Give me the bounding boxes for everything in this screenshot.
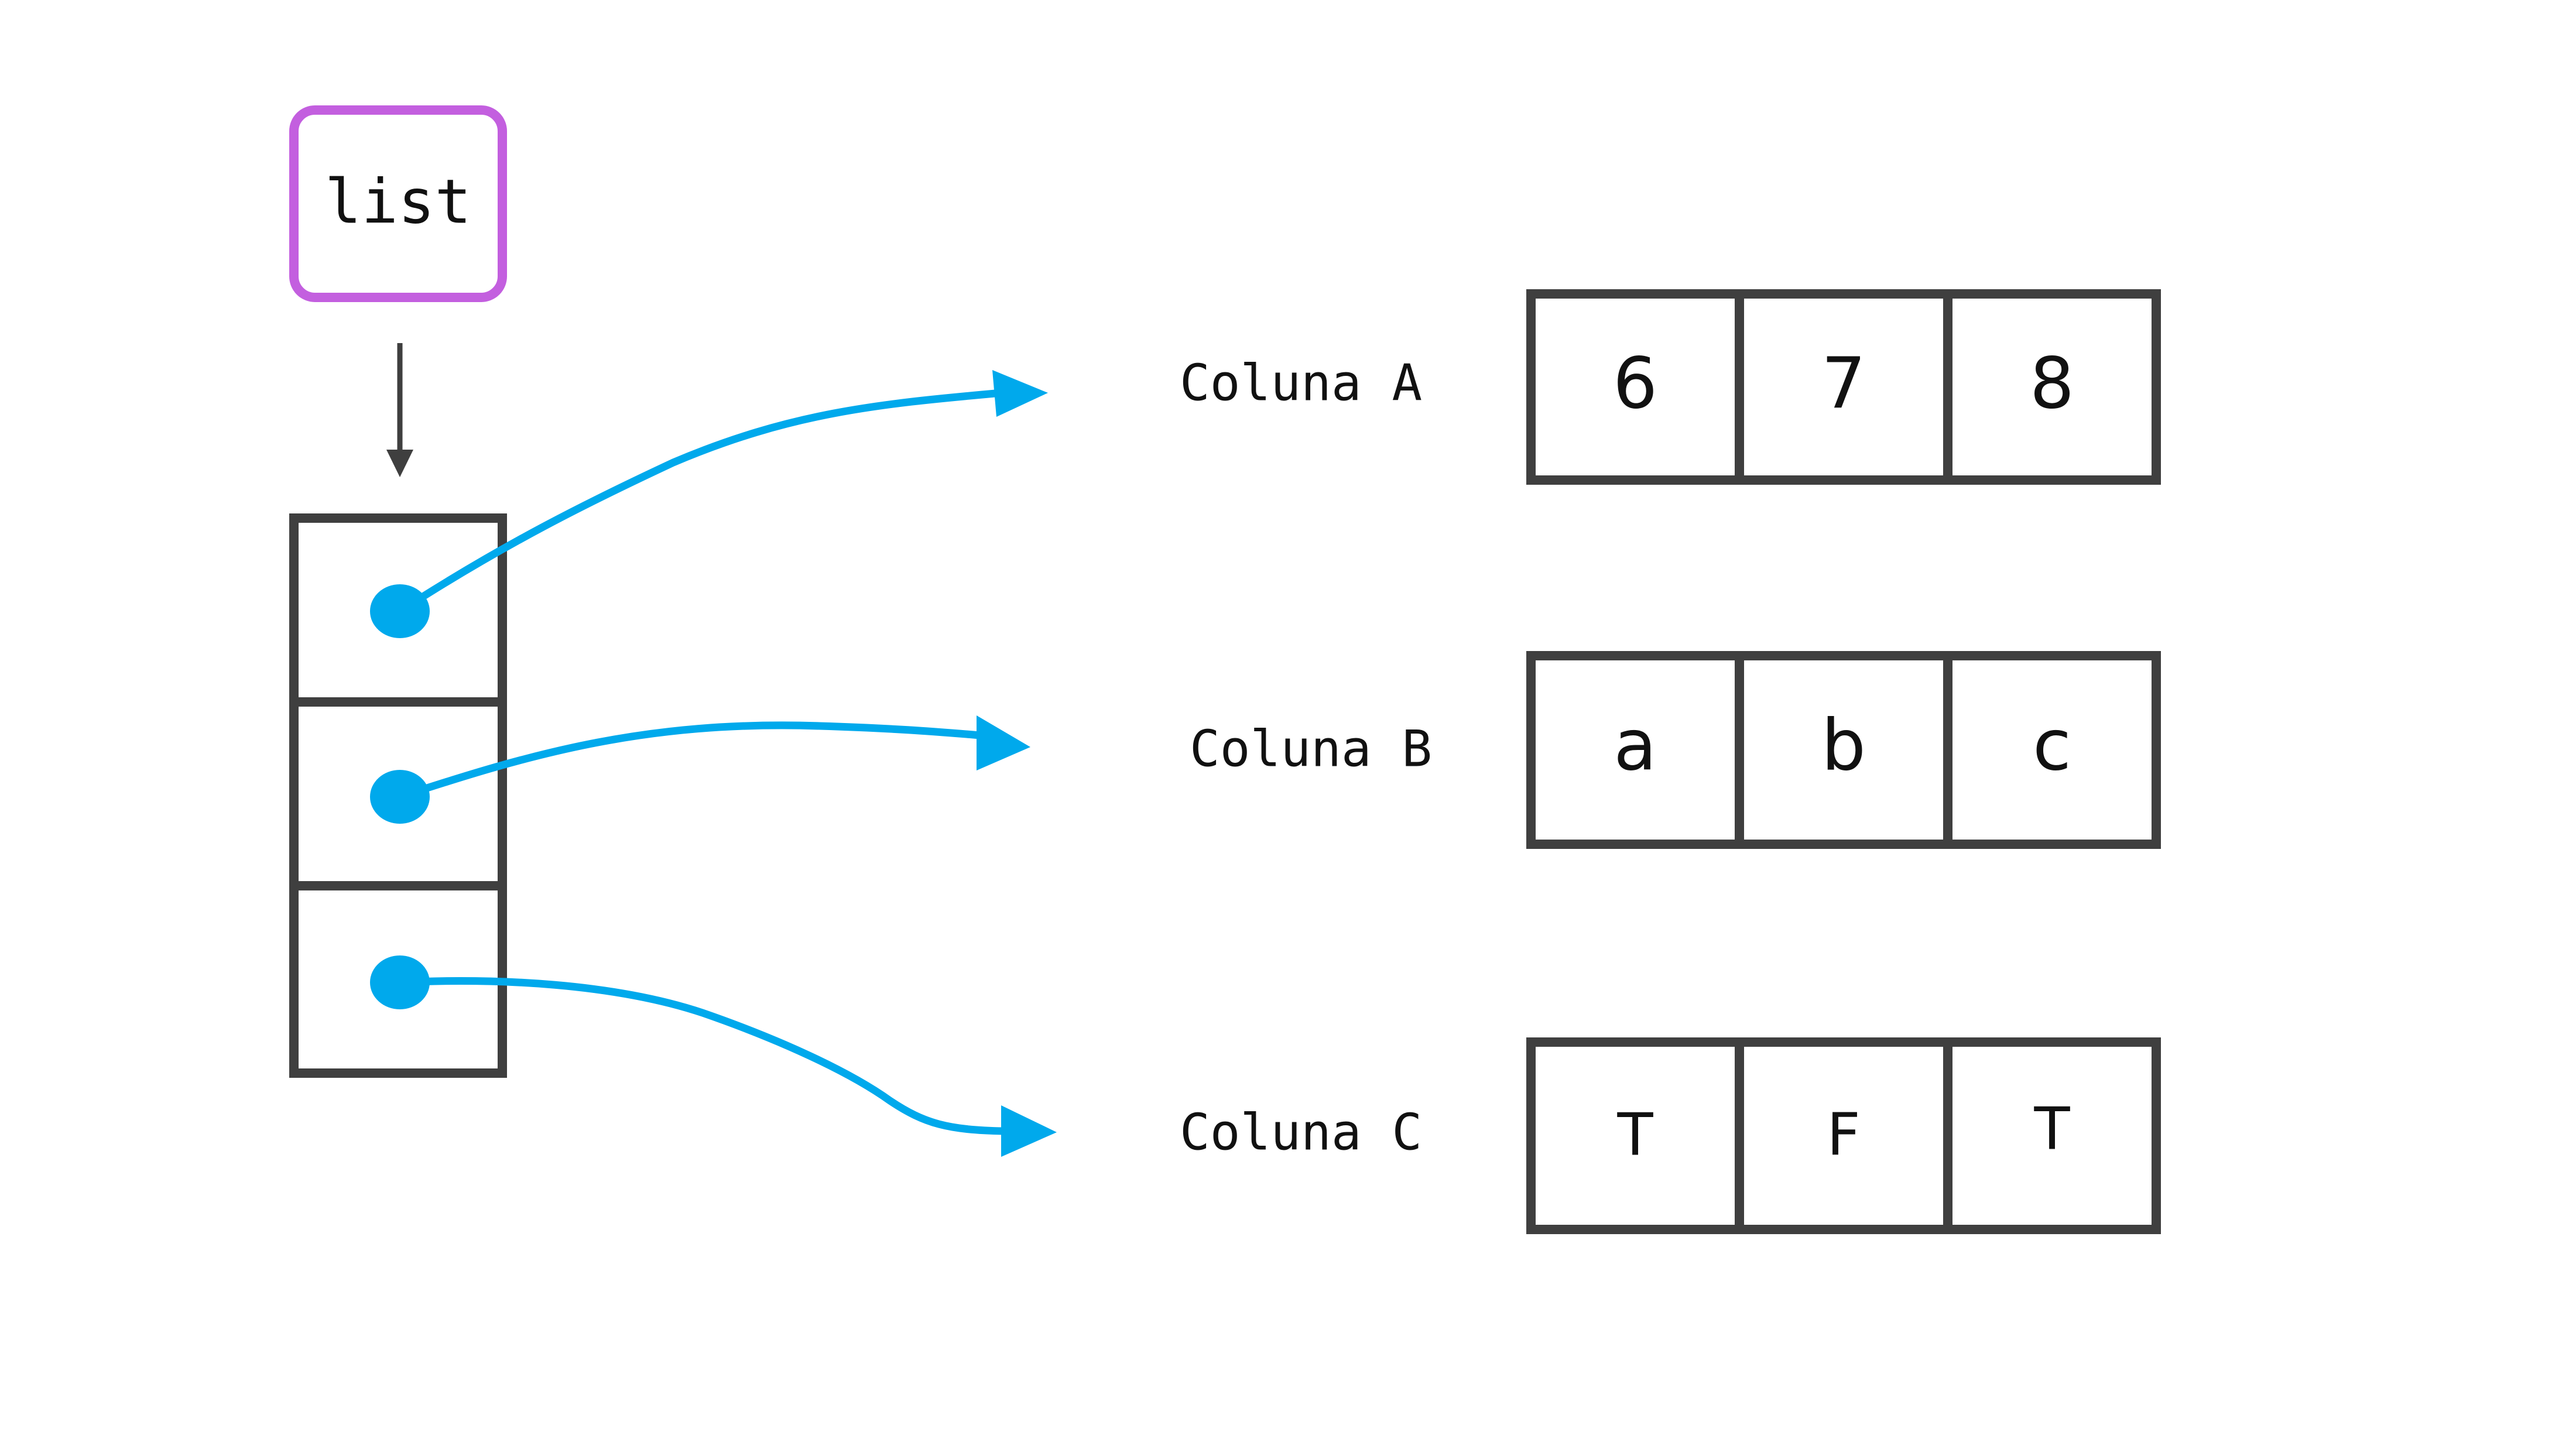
column-c: Coluna C T F T <box>1180 1037 2161 1234</box>
column-cell <box>1943 289 2161 485</box>
cell-value: F <box>1827 1100 1861 1169</box>
column-b: Coluna B a b c <box>1190 651 2161 849</box>
pointer-dot <box>370 955 430 1009</box>
down-arrow-icon <box>386 343 413 477</box>
pointer-dots <box>370 584 430 1009</box>
pointer-arrows <box>396 389 1008 1135</box>
cell-value: T <box>2033 1094 2070 1163</box>
cell-value: 7 <box>1821 344 1866 425</box>
list-label-box <box>289 105 507 302</box>
pointer-dot <box>370 584 430 638</box>
column-a: Coluna A 6 7 8 <box>1180 289 2161 485</box>
cell-value: b <box>1821 705 1866 787</box>
column-cell <box>1526 289 1744 485</box>
column-label: Coluna A <box>1180 354 1422 412</box>
column-cell <box>1735 651 1952 849</box>
arrowhead-icon <box>992 370 1048 417</box>
pointer-arrow-b <box>396 721 985 801</box>
column-cell <box>1943 1037 2161 1234</box>
arrowhead-icon <box>977 715 1030 770</box>
arrowhead-icon <box>1001 1105 1057 1157</box>
cell-value: 8 <box>2030 344 2074 425</box>
pointer-arrow-a <box>396 389 999 615</box>
column-cell <box>1735 289 1952 485</box>
cell-value: 6 <box>1613 344 1657 425</box>
list-label: list <box>325 166 471 237</box>
pointer-arrowheads <box>977 370 1057 1157</box>
pointer-dot <box>370 770 430 824</box>
column-cell <box>1943 651 2161 849</box>
column-cell <box>1526 1037 1744 1234</box>
cell-value: c <box>2033 705 2071 787</box>
column-label: Coluna B <box>1190 720 1432 778</box>
column-cell <box>1735 1037 1952 1234</box>
column-label: Coluna C <box>1180 1103 1422 1162</box>
cell-value: T <box>1616 1100 1653 1169</box>
pointer-arrow-c <box>396 977 1008 1135</box>
cell-value: a <box>1614 705 1657 787</box>
column-cell <box>1526 651 1744 849</box>
